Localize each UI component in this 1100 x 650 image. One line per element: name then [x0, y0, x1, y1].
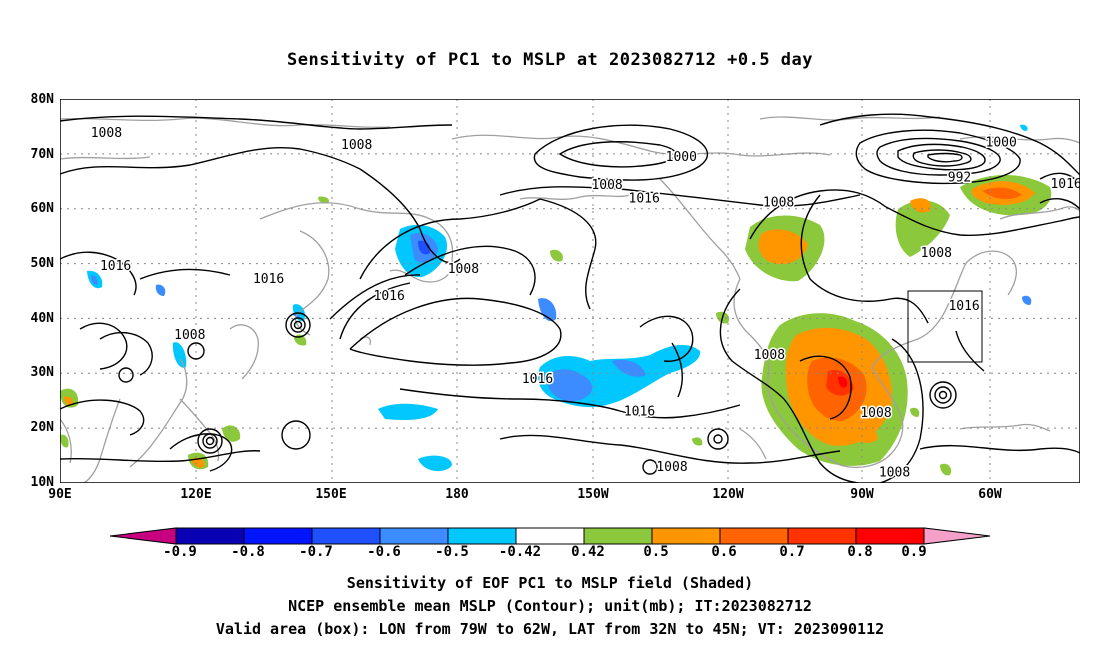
- contour-label: 1008: [656, 460, 687, 475]
- mslp-sensitivity-map: 1008 1008 1000 1008 1016 1008 1000 992 1016 1008 1…: [60, 99, 1080, 483]
- lon-label-90e: 90E: [48, 487, 72, 502]
- lon-label-180: 180: [445, 487, 469, 502]
- colorbar-label: -0.5: [435, 544, 469, 560]
- lon-label-150w: 150W: [577, 487, 609, 502]
- caption-line-1: Sensitivity of EOF PC1 to MSLP field (Sh…: [346, 574, 754, 592]
- sensitivity-shading: [60, 124, 1052, 476]
- valid-area-box: [907, 290, 983, 363]
- colorbar-swatch-4: [379, 527, 449, 545]
- caption-line-3: Valid area (box): LON from 79W to 62W, L…: [215, 620, 885, 638]
- positive-sensitivity-areas: [60, 174, 1052, 476]
- colorbar-swatch-8: [651, 527, 721, 545]
- colorbar-label: 0.7: [779, 544, 805, 560]
- contour-label: 1008: [879, 466, 910, 481]
- contour-label: 1016: [948, 299, 979, 314]
- colorbar-swatch-11: [855, 527, 925, 545]
- lat-label-70n: 70N: [30, 147, 54, 162]
- colorbar-swatch-10: [787, 527, 857, 545]
- colorbar: [110, 527, 991, 545]
- map-title: Sensitivity of PC1 to MSLP at 2023082712…: [286, 50, 813, 70]
- colorbar-arrow-left: [110, 527, 177, 545]
- colorbar-label: -0.9: [163, 544, 197, 560]
- colorbar-arrow-right: [923, 527, 991, 545]
- lat-label-10n: 10N: [30, 475, 54, 490]
- contour-label: 1016: [374, 289, 405, 304]
- caption-line-2: NCEP ensemble mean MSLP (Contour); unit(…: [288, 597, 812, 615]
- graticule: [60, 99, 1080, 483]
- colorbar-label: 0.8: [847, 544, 873, 560]
- contour-label: 1016: [624, 405, 655, 420]
- contour-label: 1016: [253, 272, 284, 287]
- lat-label-20n: 20N: [30, 420, 54, 435]
- contour-label: 1000: [666, 150, 697, 165]
- lat-label-80n: 80N: [30, 92, 54, 107]
- colorbar-swatch-6: [515, 527, 585, 545]
- lon-label-120w: 120W: [712, 487, 744, 502]
- colorbar-swatch-1: [175, 527, 245, 545]
- colorbar-swatch-3: [311, 527, 381, 545]
- lat-label-50n: 50N: [30, 256, 54, 271]
- colorbar-label: 0.6: [711, 544, 737, 560]
- negative-sensitivity-areas: [87, 124, 1032, 472]
- contour-label: 1016: [100, 259, 131, 274]
- contour-label: 1016: [629, 191, 660, 206]
- contour-label: 1008: [754, 348, 785, 363]
- colorbar-swatch-5: [447, 527, 517, 545]
- contour-label: 992: [948, 171, 971, 186]
- lon-label-120e: 120E: [180, 487, 212, 502]
- contour-label: 1008: [921, 246, 952, 261]
- contour-label: 1000: [986, 135, 1017, 150]
- colorbar-label: -0.42: [498, 544, 542, 560]
- contour-label: 1008: [860, 406, 891, 421]
- colorbar-label: 0.9: [901, 544, 927, 560]
- contour-labels: 1008 1008 1000 1008 1016 1008 1000 992 1016 1008 1…: [89, 125, 1080, 483]
- colorbar-label: -0.8: [231, 544, 265, 560]
- mslp-contours: [60, 113, 1080, 483]
- colorbar-label: -0.7: [299, 544, 333, 560]
- contour-label: 1008: [341, 138, 372, 153]
- contour-label: 1016: [522, 372, 553, 387]
- lat-label-30n: 30N: [30, 365, 54, 380]
- colorbar-label: 0.5: [643, 544, 669, 560]
- colorbar-label: 0.42: [571, 544, 605, 560]
- contour-label: 1008: [448, 262, 479, 277]
- contour-label: 1016: [1050, 177, 1080, 192]
- lon-label-60w: 60W: [978, 487, 1002, 502]
- colorbar-swatch-9: [719, 527, 789, 545]
- contour-label: 1008: [763, 196, 794, 211]
- lon-label-90w: 90W: [850, 487, 874, 502]
- colorbar-swatch-7: [583, 527, 653, 545]
- colorbar-label: -0.6: [367, 544, 401, 560]
- contour-label: 1008: [591, 178, 622, 193]
- lat-label-40n: 40N: [30, 311, 54, 326]
- lon-label-150e: 150E: [315, 487, 347, 502]
- contour-label: 1008: [91, 126, 122, 141]
- lat-label-60n: 60N: [30, 201, 54, 216]
- contour-label: 1008: [174, 328, 205, 343]
- colorbar-swatch-2: [243, 527, 313, 545]
